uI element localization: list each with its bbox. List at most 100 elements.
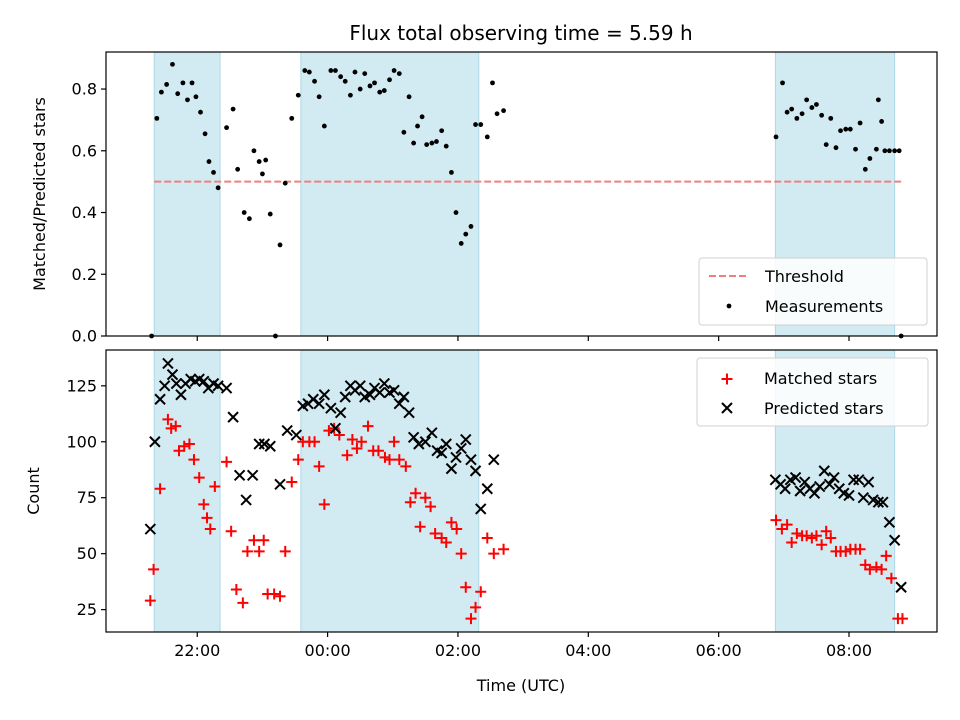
data-point — [372, 445, 384, 457]
data-point — [820, 525, 832, 537]
data-point — [393, 398, 406, 410]
data-point — [770, 514, 782, 526]
bottom-legend: Matched stars Predicted stars — [696, 357, 929, 427]
data-point — [237, 597, 249, 609]
legend-box — [696, 357, 929, 427]
data-point — [828, 471, 840, 484]
bottom-y-tick-label: 100 — [66, 432, 97, 451]
chart-title: Flux total observing time = 5.59 h — [349, 21, 692, 45]
data-point — [372, 80, 377, 86]
data-point — [211, 169, 216, 175]
data-point — [279, 545, 291, 557]
data-point — [872, 496, 885, 508]
data-point — [801, 530, 813, 542]
data-point — [144, 595, 156, 607]
data-point — [419, 492, 431, 504]
data-point — [415, 123, 420, 129]
data-point — [220, 382, 233, 394]
data-point — [306, 69, 312, 75]
data-point — [328, 68, 334, 73]
data-point — [879, 119, 884, 124]
legend-measurements-swatch — [726, 303, 732, 309]
data-point — [230, 583, 242, 595]
data-point — [424, 142, 430, 148]
data-point — [175, 91, 181, 97]
legend-threshold-label: Threshold — [764, 267, 844, 286]
legend-predicted-swatch — [721, 402, 733, 414]
data-point — [877, 496, 889, 508]
data-point — [867, 156, 873, 161]
data-point — [888, 534, 901, 546]
data-point — [862, 476, 875, 488]
top-y-tick-label: 0.8 — [72, 80, 97, 99]
data-point — [854, 543, 866, 555]
data-point — [478, 122, 484, 127]
data-point — [460, 433, 472, 446]
data-point — [410, 487, 422, 499]
data-point — [781, 519, 793, 531]
data-point — [407, 431, 420, 443]
data-point — [346, 434, 358, 446]
data-point — [367, 83, 373, 89]
bottom-shaded-interval — [300, 349, 480, 633]
x-tick-label: 02:00 — [435, 641, 481, 660]
legend-predicted-label: Predicted stars — [764, 399, 884, 418]
data-point — [215, 185, 221, 191]
data-point — [154, 483, 166, 495]
data-point — [823, 478, 836, 490]
data-point — [411, 140, 417, 146]
data-point — [253, 438, 265, 450]
data-point — [896, 148, 902, 154]
data-point — [460, 581, 472, 593]
data-point — [843, 126, 849, 132]
data-point — [198, 109, 203, 115]
top-y-tick-label: 0.4 — [72, 203, 97, 222]
data-point — [455, 548, 467, 560]
data-point — [204, 523, 216, 535]
data-point — [149, 436, 161, 448]
data-point — [342, 78, 348, 84]
data-point — [443, 143, 449, 149]
data-point — [384, 454, 396, 466]
data-point — [895, 581, 907, 593]
data-point — [170, 377, 183, 390]
data-point — [289, 115, 295, 121]
data-point — [494, 111, 500, 117]
data-point — [833, 145, 839, 151]
top-legend: Threshold Measurements — [698, 257, 928, 326]
data-point — [465, 613, 477, 625]
data-point — [246, 469, 259, 482]
data-point — [316, 94, 322, 100]
data-point — [810, 530, 822, 542]
data-point — [470, 601, 482, 613]
data-point — [882, 148, 888, 154]
measurementsseries — [149, 61, 904, 339]
top-shaded-interval — [153, 51, 221, 337]
data-point — [260, 171, 265, 177]
x-tick-label: 04:00 — [565, 641, 611, 660]
data-point — [475, 503, 487, 515]
data-point — [202, 131, 208, 137]
data-point — [429, 528, 441, 540]
top-y-tick-label: 0.2 — [72, 265, 97, 284]
data-point — [885, 572, 897, 584]
data-point — [791, 528, 803, 540]
data-point — [318, 498, 330, 510]
data-point — [302, 68, 308, 73]
data-point — [400, 460, 412, 472]
data-point — [450, 451, 462, 464]
data-point — [201, 512, 213, 524]
data-point — [180, 80, 186, 86]
data-point — [469, 465, 482, 477]
data-point — [387, 77, 392, 83]
data-point — [166, 368, 179, 381]
data-point — [864, 563, 876, 575]
data-point — [419, 114, 425, 120]
legend-matched-swatch — [721, 373, 733, 385]
data-point — [334, 406, 347, 419]
data-point — [267, 211, 273, 217]
data-point — [159, 89, 164, 95]
bottom-y-tick-label: 25 — [77, 600, 97, 619]
data-point — [362, 420, 374, 432]
data-point — [892, 148, 898, 154]
